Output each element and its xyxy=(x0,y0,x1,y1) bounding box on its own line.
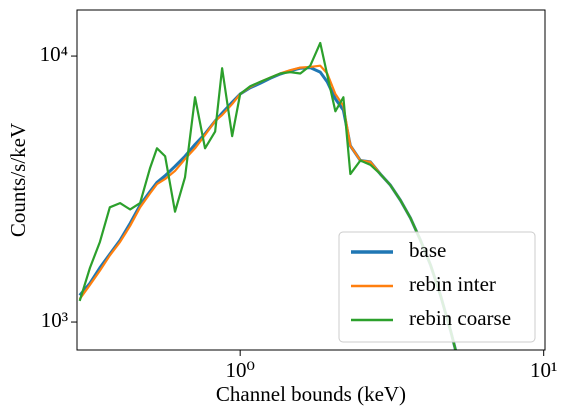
plot-frame xyxy=(76,9,546,351)
legend-label: rebin coarse xyxy=(409,306,511,330)
data-line xyxy=(78,41,457,350)
y-tick-label: 10³ xyxy=(41,308,68,332)
y-axis-label: Counts/s/keV xyxy=(6,123,30,237)
x-tick-label: 10⁰ xyxy=(225,358,254,382)
legend-box xyxy=(338,231,536,343)
legend-label: base xyxy=(409,238,446,262)
x-axis-label: Channel bounds (keV) xyxy=(216,382,406,406)
x-tick-label: 10¹ xyxy=(530,358,557,382)
legend-label: rebin inter xyxy=(409,272,496,296)
y-tick-label: 10⁴ xyxy=(40,42,68,66)
plot-area xyxy=(78,41,458,350)
